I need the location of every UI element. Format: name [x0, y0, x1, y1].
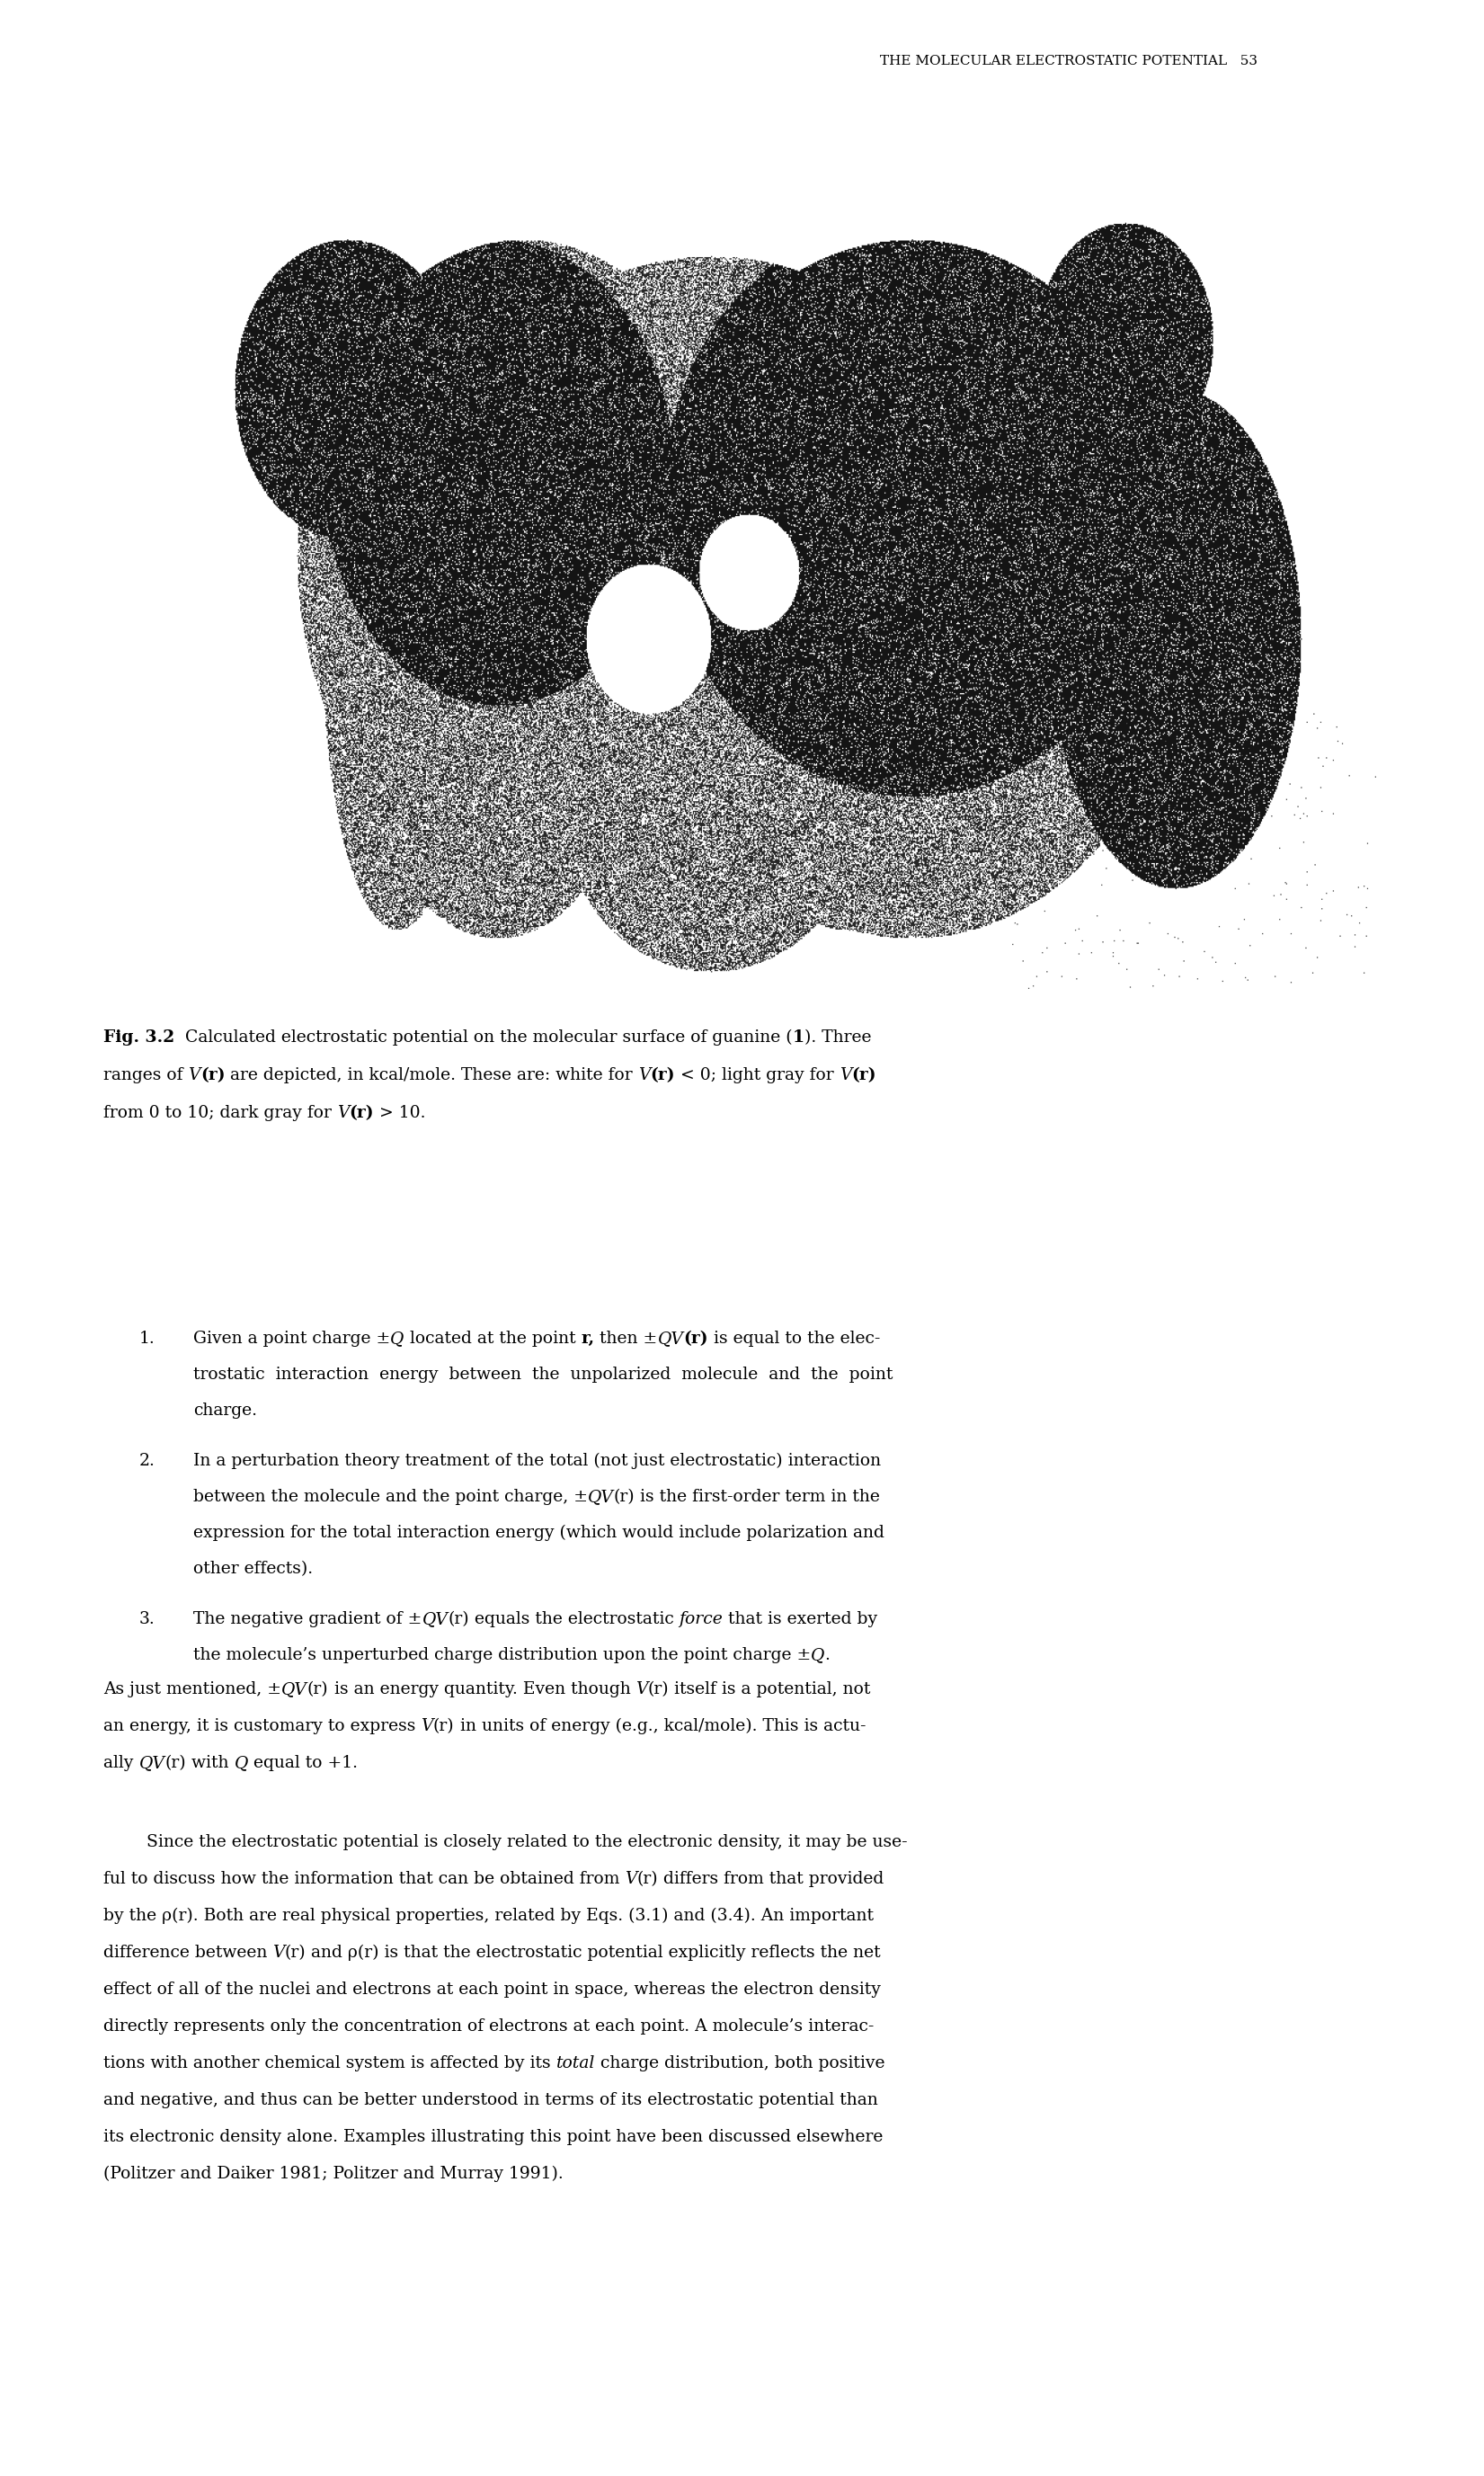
Text: V: V [421, 1718, 433, 1733]
Text: (r): (r) [650, 1067, 675, 1084]
Text: In a perturbation theory treatment of the total (not just electrostatic) interac: In a perturbation theory treatment of th… [193, 1453, 881, 1468]
Text: 1: 1 [792, 1030, 804, 1045]
Text: (r): (r) [285, 1944, 306, 1961]
Text: ally: ally [104, 1755, 139, 1770]
Text: expression for the total interaction energy (which would include polarization an: expression for the total interaction ene… [193, 1525, 884, 1540]
Text: V: V [635, 1681, 649, 1699]
Text: (r): (r) [200, 1067, 226, 1084]
Text: V: V [625, 1872, 637, 1887]
Text: Given a point charge ±: Given a point charge ± [193, 1330, 390, 1347]
Text: itself is a potential, not: itself is a potential, not [669, 1681, 871, 1699]
Text: Q: Q [234, 1755, 248, 1770]
Text: is an energy quantity. Even though: is an energy quantity. Even though [328, 1681, 635, 1699]
Text: charge.: charge. [193, 1401, 257, 1419]
Text: QV: QV [588, 1488, 614, 1505]
Text: QV: QV [657, 1330, 684, 1347]
Text: (r): (r) [852, 1067, 876, 1084]
Text: (r): (r) [614, 1488, 635, 1505]
Text: V: V [273, 1944, 285, 1961]
Text: (r): (r) [349, 1104, 374, 1122]
Text: that is exerted by: that is exerted by [723, 1612, 879, 1627]
Text: Q: Q [810, 1647, 825, 1664]
Text: V: V [188, 1067, 200, 1084]
Text: r,: r, [580, 1330, 595, 1347]
Text: in units of energy (e.g., kcal/mole). This is actu-: in units of energy (e.g., kcal/mole). Th… [454, 1718, 865, 1736]
Text: (r): (r) [448, 1612, 469, 1627]
Text: The negative gradient of ±: The negative gradient of ± [193, 1612, 421, 1627]
Text: trostatic  interaction  energy  between  the  unpolarized  molecule  and  the  p: trostatic interaction energy between the… [193, 1367, 893, 1382]
Text: its electronic density alone. Examples illustrating this point have been discuss: its electronic density alone. Examples i… [104, 2129, 883, 2144]
Text: differs from that provided: differs from that provided [659, 1872, 884, 1887]
Text: are depicted, in kcal/mole. These are: white for: are depicted, in kcal/mole. These are: w… [226, 1067, 638, 1084]
Text: with: with [186, 1755, 234, 1770]
Text: an energy, it is customary to express: an energy, it is customary to express [104, 1718, 421, 1733]
Text: difference between: difference between [104, 1944, 273, 1961]
Text: charge distribution, both positive: charge distribution, both positive [595, 2055, 884, 2072]
Text: (r): (r) [649, 1681, 669, 1699]
Text: 3.: 3. [139, 1612, 156, 1627]
Text: As just mentioned, ±: As just mentioned, ± [104, 1681, 282, 1699]
Text: < 0; light gray for: < 0; light gray for [675, 1067, 840, 1084]
Text: equals the electrostatic: equals the electrostatic [469, 1612, 680, 1627]
Text: QV: QV [282, 1681, 307, 1699]
Text: > 10.: > 10. [374, 1104, 426, 1122]
Text: between the molecule and the point charge, ±: between the molecule and the point charg… [193, 1488, 588, 1505]
Text: QV: QV [139, 1755, 165, 1770]
Text: total: total [556, 2055, 595, 2072]
Text: force: force [680, 1612, 723, 1627]
Text: is the first-order term in the: is the first-order term in the [635, 1488, 880, 1505]
Text: THE MOLECULAR ELECTROSTATIC POTENTIAL   53: THE MOLECULAR ELECTROSTATIC POTENTIAL 53 [880, 54, 1257, 67]
Text: and ρ(r) is that the electrostatic potential explicitly reflects the net: and ρ(r) is that the electrostatic poten… [306, 1944, 881, 1961]
Text: then ±: then ± [595, 1330, 657, 1347]
Text: equal to +1.: equal to +1. [248, 1755, 358, 1770]
Text: V: V [638, 1067, 650, 1084]
Text: (r): (r) [637, 1872, 659, 1887]
Text: effect of all of the nuclei and electrons at each point in space, whereas the el: effect of all of the nuclei and electron… [104, 1981, 881, 1998]
Text: is equal to the elec-: is equal to the elec- [708, 1330, 880, 1347]
Text: (Politzer and Daiker 1981; Politzer and Murray 1991).: (Politzer and Daiker 1981; Politzer and … [104, 2166, 564, 2181]
Text: Calculated electrostatic potential on the molecular surface of guanine (: Calculated electrostatic potential on th… [175, 1030, 792, 1045]
Text: by the ρ(r). Both are real physical properties, related by Eqs. (3.1) and (3.4).: by the ρ(r). Both are real physical prop… [104, 1909, 874, 1924]
Text: V: V [840, 1067, 852, 1084]
Text: (r): (r) [307, 1681, 328, 1699]
Text: .: . [825, 1647, 830, 1664]
Text: ranges of: ranges of [104, 1067, 188, 1084]
Text: V: V [337, 1104, 349, 1122]
Text: the molecule’s unperturbed charge distribution upon the point charge ±: the molecule’s unperturbed charge distri… [193, 1647, 810, 1664]
Text: located at the point: located at the point [404, 1330, 580, 1347]
Text: 2.: 2. [139, 1453, 156, 1468]
Text: (r): (r) [165, 1755, 186, 1770]
Text: Fig. 3.2: Fig. 3.2 [104, 1030, 175, 1045]
Text: (r): (r) [433, 1718, 454, 1733]
Text: other effects).: other effects). [193, 1560, 313, 1577]
Text: Since the electrostatic potential is closely related to the electronic density, : Since the electrostatic potential is clo… [147, 1835, 908, 1850]
Text: ). Three: ). Three [804, 1030, 871, 1045]
Text: ful to discuss how the information that can be obtained from: ful to discuss how the information that … [104, 1872, 625, 1887]
Text: tions with another chemical system is affected by its: tions with another chemical system is af… [104, 2055, 556, 2072]
Text: directly represents only the concentration of electrons at each point. A molecul: directly represents only the concentrati… [104, 2018, 874, 2035]
Text: QV: QV [421, 1612, 448, 1627]
Text: (r): (r) [684, 1330, 708, 1347]
Text: and negative, and thus can be better understood in terms of its electrostatic po: and negative, and thus can be better und… [104, 2092, 879, 2107]
Text: Q: Q [390, 1330, 404, 1347]
Text: from 0 to 10; dark gray for: from 0 to 10; dark gray for [104, 1104, 337, 1122]
Text: 1.: 1. [139, 1330, 156, 1347]
